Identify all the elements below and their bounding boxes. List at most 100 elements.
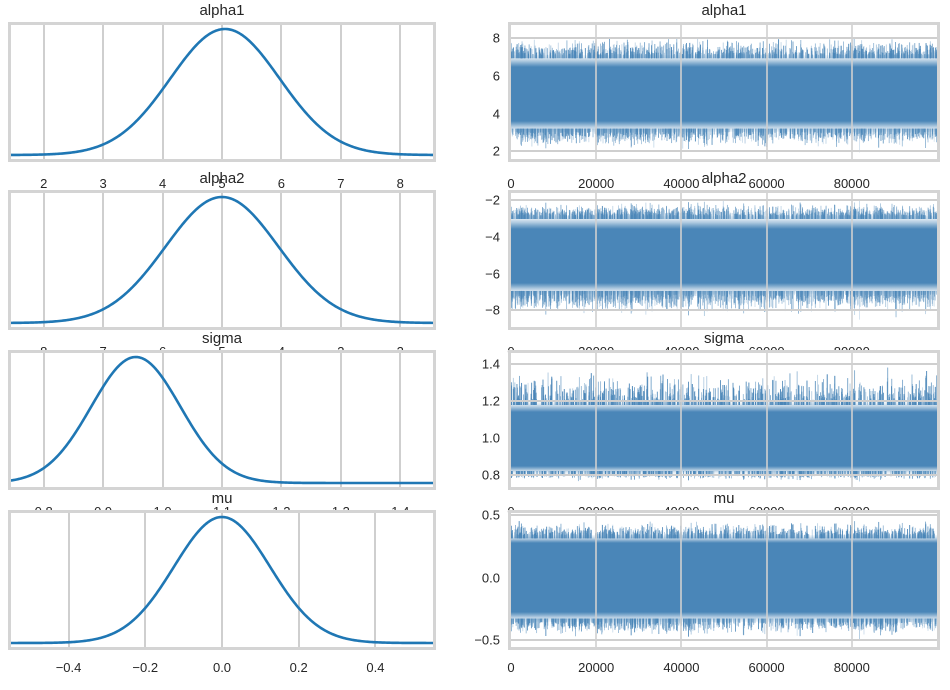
trace-panel-title-alpha2: alpha2 xyxy=(701,170,747,187)
density-xtick-label-mu-1: −0.2 xyxy=(132,660,159,675)
density-gridline-mu-3 xyxy=(297,513,300,647)
density-gridline-sigma-2 xyxy=(161,353,164,487)
trace-ygridline-mu-1 xyxy=(511,576,937,579)
density-xticklabels-alpha1: 2 3 4 5 6 7 8 xyxy=(8,176,436,194)
density-plot-area-mu xyxy=(11,513,433,647)
density-gridline-alpha1-4 xyxy=(280,25,283,159)
trace-xtick-label-mu-3: 60000 xyxy=(748,660,785,675)
trace-ygridline-alpha2-0 xyxy=(511,199,937,202)
density-gridline-sigma-5 xyxy=(339,353,342,487)
density-gridline-alpha2-5 xyxy=(339,193,342,327)
density-gridline-alpha1-3 xyxy=(221,25,223,159)
density-panel-title-sigma: sigma xyxy=(201,330,242,347)
density-gridline-alpha1-2 xyxy=(161,25,164,159)
trace-ygridline-alpha2-2 xyxy=(511,272,937,275)
trace-ytick-label-alpha1-0: 2 xyxy=(492,143,500,159)
trace-xgridline-alpha2-1 xyxy=(595,193,598,327)
trace-ytick-label-alpha1-1: 4 xyxy=(492,106,500,122)
trace-ygridline-sigma-1 xyxy=(511,437,937,440)
density-gridline-alpha2-0 xyxy=(42,193,45,327)
trace-band-upper-fringe-mu xyxy=(511,535,937,543)
trace-ytick-label-alpha2-1: −4 xyxy=(485,229,500,245)
density-gridline-alpha2-1 xyxy=(102,193,105,327)
trace-xgridline-alpha2-4 xyxy=(850,193,853,327)
trace-ytick-label-sigma-1: 1.0 xyxy=(481,430,500,446)
trace-ygridline-alpha2-1 xyxy=(511,236,937,239)
density-gridline-alpha1-5 xyxy=(339,25,342,159)
trace-xgridline-alpha1-3 xyxy=(765,25,768,159)
trace-xtick-label-mu-2: 40000 xyxy=(663,660,700,675)
density-gridline-alpha2-4 xyxy=(280,193,283,327)
trace-noise-alpha1 xyxy=(511,25,937,159)
density-gridline-alpha2-6 xyxy=(399,193,402,327)
density-gridline-sigma-6 xyxy=(399,353,402,487)
trace-ytick-label-sigma-0: 0.8 xyxy=(481,467,500,483)
trace-xtick-label-mu-4: 80000 xyxy=(833,660,870,675)
density-curve-alpha2 xyxy=(11,193,433,327)
trace-xticklabels-mu: 0 20000 40000 60000 80000 xyxy=(507,660,940,678)
trace-ygridline-sigma-2 xyxy=(511,400,937,403)
density-xtick-label-alpha1-5: 7 xyxy=(337,176,345,191)
trace-xgridline-sigma-4 xyxy=(850,353,853,487)
trace-ygridline-alpha1-2 xyxy=(511,74,937,77)
density-xtick-label-alpha1-3: 5 xyxy=(218,176,226,191)
density-gridline-alpha1-1 xyxy=(102,25,105,159)
trace-ygridline-alpha1-0 xyxy=(511,150,937,153)
density-plot-area-alpha2 xyxy=(11,193,433,327)
trace-xticklabels-alpha1: 0 20000 40000 60000 80000 xyxy=(507,176,940,194)
trace-panel-mu: mu xyxy=(508,490,940,510)
trace-axes-alpha2 xyxy=(508,190,940,330)
trace-ygridline-sigma-3 xyxy=(511,363,937,366)
trace-xgridline-sigma-3 xyxy=(765,353,768,487)
trace-noise-alpha2 xyxy=(511,193,937,327)
trace-plot-area-sigma xyxy=(511,353,937,487)
density-panel-alpha2: alpha2 xyxy=(8,170,436,330)
trace-band-lower-fringe-sigma xyxy=(511,465,937,475)
density-gridline-sigma-0 xyxy=(42,353,45,487)
density-xticklabels-mu: −0.4 −0.2 0.0 0.2 0.4 xyxy=(8,660,436,678)
density-xtick-label-mu-3: 0.2 xyxy=(289,660,308,675)
trace-ygridline-alpha1-1 xyxy=(511,112,937,115)
density-xtick-label-mu-4: 0.4 xyxy=(366,660,385,675)
trace-xgridline-alpha2-3 xyxy=(765,193,768,327)
trace-xgridline-sigma-2 xyxy=(680,353,683,487)
density-plot-area-alpha1 xyxy=(11,25,433,159)
trace-xtick-label-alpha1-0: 0 xyxy=(507,176,515,191)
trace-xtick-label-alpha1-3: 60000 xyxy=(748,176,785,191)
trace-band-upper-fringe-alpha1 xyxy=(511,55,937,67)
trace-xgridline-sigma-1 xyxy=(595,353,598,487)
trace-band-lower-fringe-mu xyxy=(511,612,937,622)
density-xtick-label-alpha1-4: 6 xyxy=(277,176,286,191)
density-panel-title-mu: mu xyxy=(211,490,233,507)
trace-panel-alpha1: alpha1 xyxy=(508,2,940,22)
trace-xgridline-mu-4 xyxy=(850,513,853,647)
trace-ytick-label-alpha2-2: −6 xyxy=(485,266,500,282)
density-axes-mu xyxy=(8,510,436,650)
density-gridline-alpha2-2 xyxy=(161,193,164,327)
trace-band-lower-fringe-alpha1 xyxy=(511,121,937,132)
trace-yticklabels-mu: 0.5 0.0 −0.5 xyxy=(450,508,500,650)
density-panel-title-alpha1: alpha1 xyxy=(199,2,245,19)
trace-ytick-label-alpha1-3: 8 xyxy=(492,30,500,46)
trace-ytick-label-alpha2-0: −2 xyxy=(485,192,500,208)
trace-band-upper-fringe-alpha2 xyxy=(511,215,937,229)
density-gridline-mu-4 xyxy=(374,513,377,647)
density-panel-alpha1: alpha1 xyxy=(8,2,436,162)
density-axes-alpha1 xyxy=(8,22,436,162)
density-axes-sigma xyxy=(8,350,436,490)
density-curve-mu xyxy=(11,513,433,647)
trace-xgridline-alpha2-2 xyxy=(680,193,683,327)
trace-yticklabels-sigma: 0.8 1.0 1.2 1.4 xyxy=(450,350,500,490)
trace-xgridline-alpha1-1 xyxy=(595,25,598,159)
trace-panel-alpha2: alpha2 xyxy=(508,170,940,190)
density-panel-title-alpha2: alpha2 xyxy=(199,170,245,187)
trace-noise-sigma xyxy=(511,353,937,487)
trace-xtick-label-alpha1-4: 80000 xyxy=(833,176,870,191)
trace-ygridline-mu-0 xyxy=(511,514,937,517)
trace-ytick-label-sigma-2: 1.2 xyxy=(481,393,500,409)
trace-axes-sigma xyxy=(508,350,940,490)
trace-panel-title-alpha1: alpha1 xyxy=(701,2,747,19)
density-curve-sigma xyxy=(11,353,433,487)
trace-noise-mu xyxy=(511,513,937,647)
